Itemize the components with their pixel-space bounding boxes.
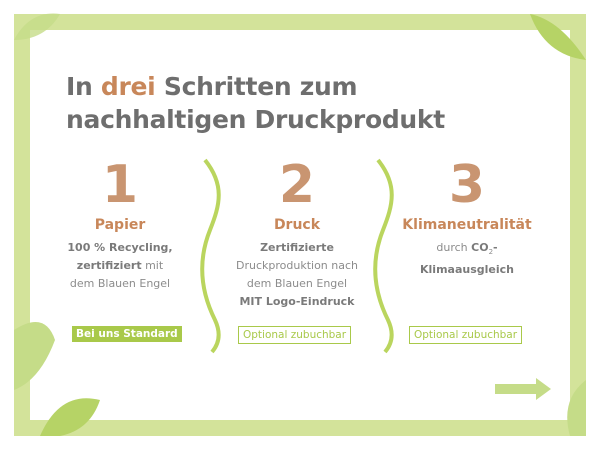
optional-badge: Optional zubuchbar	[238, 326, 352, 344]
page-title: In drei Schritten zum nachhaltigen Druck…	[66, 72, 445, 134]
leaf-icon	[40, 398, 100, 436]
leaf-icon	[14, 322, 55, 390]
step-description: 100 % Recycling, zertifiziert mit dem Bl…	[67, 241, 173, 290]
step-label: Druck	[273, 217, 321, 233]
leaf-icon	[14, 13, 60, 40]
step-description: durch CO2- Klimaausgleich	[420, 241, 514, 277]
step-number: 1	[101, 155, 139, 215]
step-1: 1 Papier 100 % Recycling, zertifiziert m…	[40, 155, 200, 293]
optional-badge: Optional zubuchbar	[409, 326, 523, 344]
step-number: 2	[278, 155, 316, 215]
step-label: Papier	[94, 217, 146, 233]
content-panel	[30, 30, 570, 420]
divider-wave	[373, 158, 394, 354]
step-number: 3	[448, 155, 486, 215]
title-highlight: drei	[100, 72, 156, 101]
standard-badge: Bei uns Standard	[72, 326, 182, 342]
leaf-icon	[567, 380, 586, 436]
step-3: 3 Klimaneutralität durch CO2- Klimaausgl…	[387, 155, 547, 279]
leaf-icon	[530, 14, 586, 60]
step-2: 2 Druck Zertifizierte Druckproduktion na…	[217, 155, 377, 311]
arrow-right-icon	[495, 378, 551, 400]
step-label: Klimaneutralität	[402, 217, 532, 233]
step-description: Zertifizierte Druckproduktion nach dem B…	[236, 241, 358, 308]
divider-wave	[200, 158, 221, 354]
